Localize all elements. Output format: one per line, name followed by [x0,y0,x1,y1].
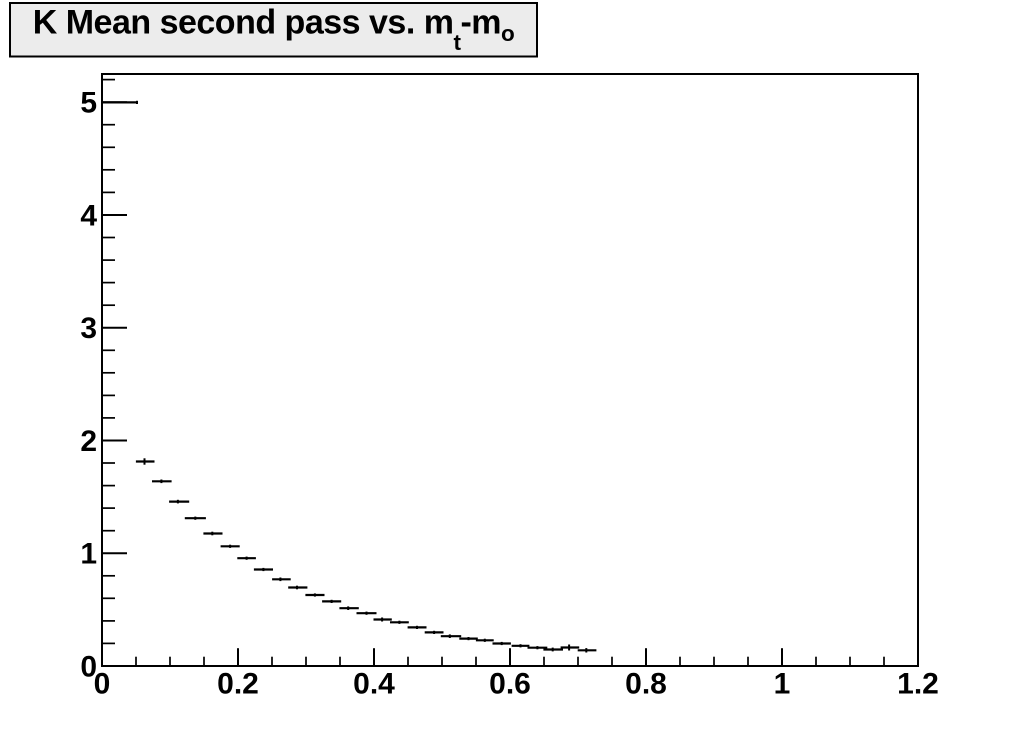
svg-text:1: 1 [774,668,791,701]
svg-text:5: 5 [80,87,97,120]
svg-text:1: 1 [80,538,97,571]
svg-text:0.2: 0.2 [217,668,259,701]
svg-text:0: 0 [80,650,97,683]
svg-text:0.8: 0.8 [625,668,667,701]
svg-text:2: 2 [80,425,97,458]
svg-text:0.4: 0.4 [353,668,395,701]
svg-text:3: 3 [80,312,97,345]
svg-text:1.2: 1.2 [897,668,939,701]
svg-text:0.6: 0.6 [489,668,531,701]
svg-text:4: 4 [80,199,97,232]
svg-text:0: 0 [94,668,111,701]
